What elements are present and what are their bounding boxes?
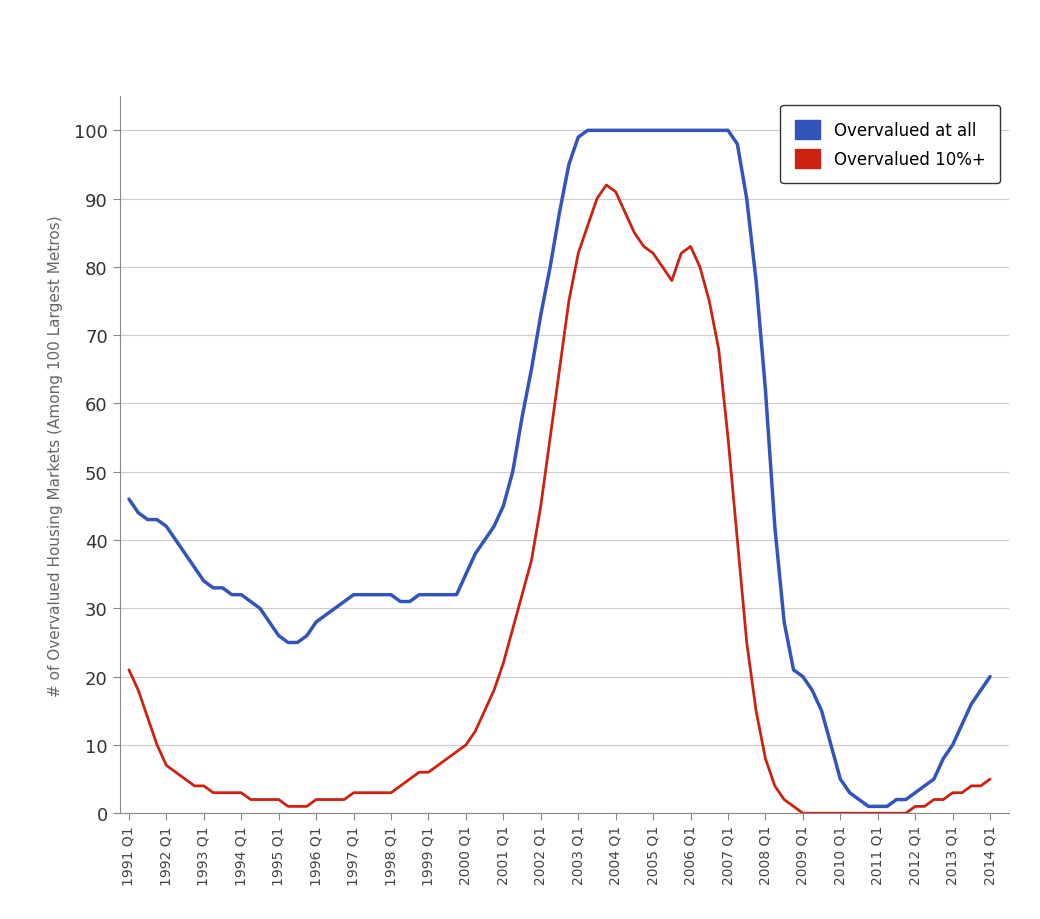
Legend: Overvalued at all, Overvalued 10%+: Overvalued at all, Overvalued 10%+ (780, 106, 1000, 184)
Text: ⬤: ⬤ (32, 37, 47, 51)
Y-axis label: # of Overvalued Housing Markets (Among 100 Largest Metros): # of Overvalued Housing Markets (Among 1… (48, 215, 62, 696)
Text: trulia: trulia (120, 27, 230, 61)
Text: 📍: 📍 (32, 32, 47, 56)
Text: How Many Housing Markets Were Overvalued?: How Many Housing Markets Were Overvalued… (255, 30, 986, 58)
